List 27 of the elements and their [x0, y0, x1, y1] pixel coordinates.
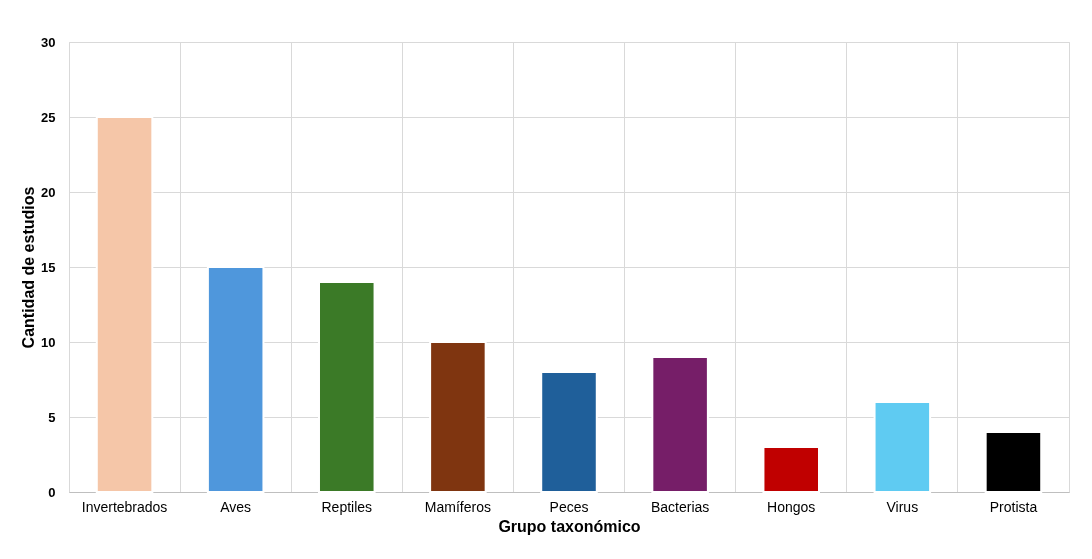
bar	[873, 401, 932, 493]
x-tick-label: Invertebrados	[81, 498, 168, 515]
bar	[206, 266, 265, 493]
y-tick-label: 25	[41, 109, 56, 125]
bar	[984, 431, 1043, 493]
x-tick-label: Protista	[989, 498, 1038, 515]
bar	[95, 116, 154, 493]
x-tick-label: Hongos	[767, 498, 816, 515]
y-tick-label: 10	[41, 334, 56, 350]
x-tick-label: Mamíferos	[424, 498, 491, 515]
bar	[762, 446, 820, 493]
x-tick-label: Peces	[549, 498, 589, 515]
y-tick-label: 0	[48, 484, 56, 500]
y-tick-label: 30	[41, 34, 56, 50]
bar	[651, 356, 709, 493]
y-axis-title: Cantidad de estudios	[20, 186, 38, 349]
y-tick-label: 15	[41, 259, 56, 275]
y-tick-label: 5	[48, 409, 56, 425]
y-tick-label: 20	[41, 184, 56, 200]
bar	[540, 371, 598, 493]
x-tick-label: Reptiles	[321, 498, 373, 515]
x-tick-label: Virus	[886, 498, 919, 515]
x-tick-label: Aves	[220, 498, 252, 515]
x-tick-label: Bacterias	[650, 498, 710, 515]
x-axis-title: Grupo taxonómico	[498, 517, 641, 535]
bar	[429, 341, 487, 493]
bar	[318, 281, 376, 493]
